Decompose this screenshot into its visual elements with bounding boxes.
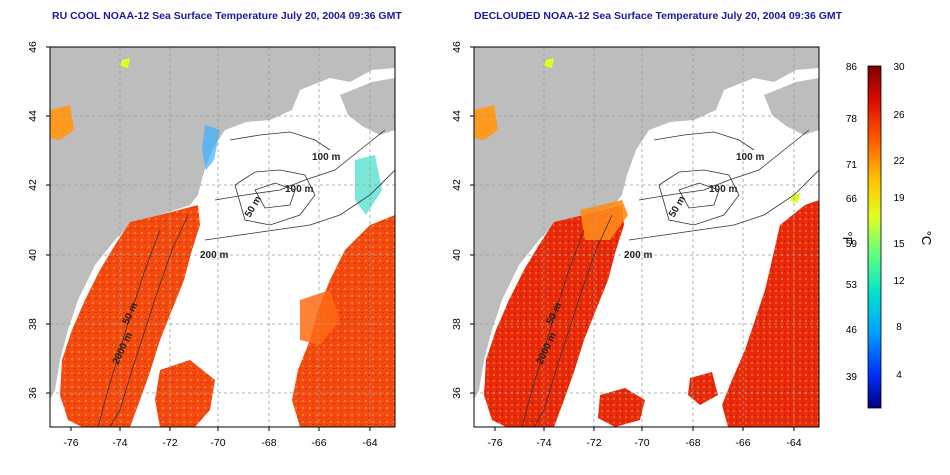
left-warm-patch-east — [300, 290, 340, 345]
fahrenheit-tick-66: 66 — [846, 194, 858, 205]
right-axis-ticks — [470, 46, 795, 431]
fahrenheit-tick-39: 39 — [846, 372, 858, 383]
left-gulf-maine-warm — [50, 105, 74, 140]
celsius-tick-4: 4 — [896, 370, 902, 381]
left-land-mass — [50, 47, 395, 400]
right-lat-label-42: 42 — [451, 179, 463, 191]
right-lon-label-64: -64 — [786, 437, 801, 449]
left-contour-label-200m: 200 m — [200, 250, 228, 261]
left-lat-label-44: 44 — [27, 110, 39, 122]
fahrenheit-tick-71: 71 — [846, 160, 858, 171]
celsius-axis-label: °C — [919, 231, 934, 246]
right-lat-label-38: 38 — [451, 318, 463, 330]
colorbar-gradient — [867, 65, 882, 409]
left-warm-patch-south — [155, 360, 215, 427]
left-contour-label-100m-b: 100 m — [285, 184, 313, 195]
fahrenheit-tick-86: 86 — [846, 62, 858, 73]
right-yellow-spot — [544, 58, 554, 68]
left-map-panel: 100 m 100 m 50 m 200 m 50 m 2000 m -76 -… — [27, 41, 396, 449]
left-bathymetry-contours — [97, 129, 395, 427]
left-map-frame — [49, 46, 396, 428]
left-lat-tick-labels: 46 44 42 40 38 36 — [27, 41, 39, 399]
right-lat-label-40: 40 — [451, 249, 463, 261]
right-lon-label-74: -74 — [536, 437, 551, 449]
temperature-colorbar: 86 78 71 66 59 53 46 39 30 26 22 19 15 1… — [840, 62, 934, 409]
right-contour-label-100m-b: 100 m — [709, 184, 737, 195]
right-gulf-stream-water — [722, 200, 819, 427]
celsius-tick-8: 8 — [896, 322, 902, 333]
fahrenheit-tick-59: 59 — [846, 239, 858, 250]
right-nova-scotia-land — [764, 78, 819, 135]
left-lat-label-46: 46 — [27, 41, 39, 53]
right-lat-label-46: 46 — [451, 41, 463, 53]
left-lon-tick-labels: -76 -74 -72 -70 -68 -66 -64 — [63, 437, 377, 449]
fahrenheit-tick-53: 53 — [846, 280, 858, 291]
right-yellow-spot-east — [790, 193, 800, 203]
left-lon-label-76: -76 — [63, 437, 78, 449]
left-lon-label-74: -74 — [112, 437, 127, 449]
right-land-mass — [474, 47, 819, 400]
left-contour-label-100m-a: 100 m — [312, 152, 340, 163]
celsius-tick-19: 19 — [893, 193, 905, 204]
left-lon-label-70: -70 — [210, 437, 225, 449]
left-cool-fringe-ne — [202, 125, 220, 170]
right-bathymetry-contours — [521, 129, 819, 427]
left-lat-label-42: 42 — [27, 179, 39, 191]
celsius-tick-30: 30 — [893, 62, 905, 73]
right-lon-tick-labels: -76 -74 -72 -70 -68 -66 -64 — [487, 437, 801, 449]
left-axis-ticks — [46, 46, 371, 431]
right-contour-label-100m-a: 100 m — [736, 152, 764, 163]
right-warm-patch-mid — [688, 372, 718, 405]
left-lat-label-38: 38 — [27, 318, 39, 330]
celsius-tick-labels: 30 26 22 19 15 12 8 4 — [893, 62, 905, 381]
left-lon-label-68: -68 — [261, 437, 276, 449]
right-map-panel: 100 m 100 m 50 m 200 m 50 m 2000 m -76 -… — [451, 41, 820, 449]
fahrenheit-tick-78: 78 — [846, 114, 858, 125]
right-map-frame — [473, 46, 820, 428]
right-orange-shelf-edge — [580, 200, 628, 240]
right-panel-title: DECLOUDED NOAA-12 Sea Surface Temperatur… — [474, 10, 843, 22]
fahrenheit-tick-labels: 86 78 71 66 59 53 46 39 — [846, 62, 858, 383]
fahrenheit-tick-46: 46 — [846, 325, 858, 336]
left-lon-label-64: -64 — [362, 437, 377, 449]
left-gulf-stream-water — [292, 215, 395, 427]
left-panel-title: RU COOL NOAA-12 Sea Surface Temperature … — [52, 10, 402, 22]
right-lon-label-66: -66 — [735, 437, 750, 449]
right-lat-tick-labels: 46 44 42 40 38 36 — [451, 41, 463, 399]
right-warm-patch-south — [598, 388, 645, 427]
right-lat-label-44: 44 — [451, 110, 463, 122]
right-lon-label-72: -72 — [586, 437, 601, 449]
right-lat-label-36: 36 — [451, 387, 463, 399]
left-lat-label-36: 36 — [27, 387, 39, 399]
left-nova-scotia-land — [340, 78, 395, 135]
fahrenheit-axis-label: °F — [840, 231, 855, 244]
right-lon-label-70: -70 — [634, 437, 649, 449]
right-contour-label-200m: 200 m — [624, 250, 652, 261]
right-gulf-maine-warm — [474, 105, 498, 140]
celsius-tick-22: 22 — [893, 156, 905, 167]
celsius-tick-26: 26 — [893, 110, 905, 121]
celsius-tick-15: 15 — [893, 239, 905, 250]
celsius-tick-12: 12 — [893, 276, 905, 287]
left-yellow-spot — [120, 58, 130, 68]
left-lat-label-40: 40 — [27, 249, 39, 261]
right-lon-label-76: -76 — [487, 437, 502, 449]
left-lon-label-66: -66 — [311, 437, 326, 449]
right-lon-label-68: -68 — [685, 437, 700, 449]
left-lon-label-72: -72 — [162, 437, 177, 449]
